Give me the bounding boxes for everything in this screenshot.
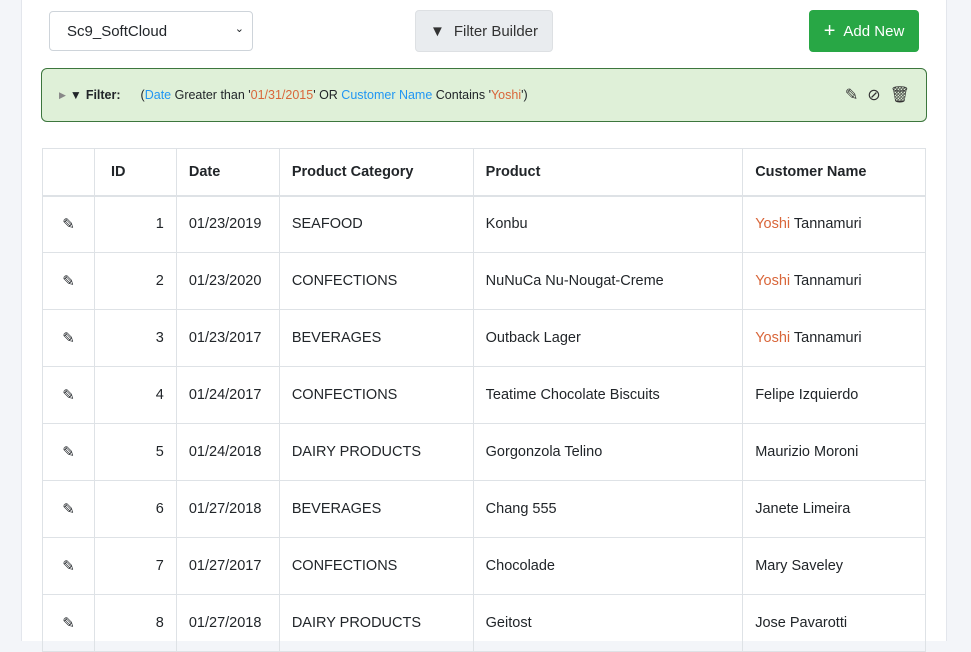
filter-label: Filter:: [85, 88, 121, 102]
cell-date: 01/24/2017: [175, 366, 280, 424]
cell-category: CONFECTIONS: [278, 537, 474, 595]
row-edit-icon[interactable]: ✎: [42, 537, 95, 595]
cell-category: CONFECTIONS: [278, 366, 474, 424]
column-header[interactable]: [42, 148, 95, 197]
cell-product: Teatime Chocolate Biscuits: [472, 366, 744, 424]
add-new-button[interactable]: + Add New: [809, 10, 919, 52]
cell-date: 01/23/2020: [175, 252, 280, 310]
table-row: ✎ 2 01/23/2020 CONFECTIONS NuNuCa Nu-Nou…: [42, 252, 926, 310]
disable-filter-icon[interactable]: ⊘: [867, 87, 881, 104]
cell-id: 6: [93, 480, 177, 538]
cell-customer: Mary Saveley: [742, 537, 926, 595]
cell-customer: Maurizio Moroni: [742, 423, 926, 481]
cell-id: 3: [93, 309, 177, 367]
cell-customer: Janete Limeira: [742, 480, 926, 538]
cell-category: BEVERAGES: [278, 309, 474, 367]
row-edit-icon[interactable]: ✎: [42, 195, 95, 253]
plus-icon: +: [823, 19, 836, 42]
cell-date: 01/27/2018: [175, 480, 280, 538]
cell-product: Konbu: [472, 195, 744, 253]
trash-icon[interactable]: 🗑: [889, 87, 910, 104]
funnel-icon: ▼: [69, 88, 82, 102]
table-row: ✎ 4 01/24/2017 CONFECTIONS Teatime Choco…: [42, 366, 926, 424]
cell-category: DAIRY PRODUCTS: [278, 423, 474, 481]
row-edit-icon[interactable]: ✎: [42, 366, 95, 424]
expand-triangle-icon[interactable]: ▶: [59, 89, 66, 100]
cell-date: 01/23/2017: [175, 309, 280, 367]
add-new-label: Add New: [843, 22, 905, 40]
cell-product: Outback Lager: [472, 309, 744, 367]
filter-bar: ▶ ▼ Filter: (Date Greater than '01/31/20…: [41, 68, 927, 122]
table-row: ✎ 1 01/23/2019 SEAFOOD Konbu Yoshi Tanna…: [42, 195, 926, 253]
cell-customer: Jose Pavarotti: [742, 594, 926, 652]
cell-date: 01/27/2017: [175, 537, 280, 595]
funnel-icon: ▼: [429, 22, 445, 40]
table-row: ✎ 7 01/27/2017 CONFECTIONS Chocolade Mar…: [42, 537, 926, 595]
cell-product: Chocolade: [472, 537, 744, 595]
cell-category: SEAFOOD: [278, 195, 474, 253]
cell-customer: Yoshi Tannamuri: [742, 195, 926, 253]
table-row: ✎ 5 01/24/2018 DAIRY PRODUCTS Gorgonzola…: [42, 423, 926, 481]
cell-customer: Yoshi Tannamuri: [742, 309, 926, 367]
cell-id: 8: [93, 594, 177, 652]
row-edit-icon[interactable]: ✎: [42, 423, 95, 481]
row-edit-icon[interactable]: ✎: [42, 594, 95, 652]
cell-id: 7: [93, 537, 177, 595]
cell-id: 5: [93, 423, 177, 481]
cell-date: 01/24/2018: [175, 423, 280, 481]
filter-builder-button[interactable]: ▼ Filter Builder: [415, 10, 553, 52]
cell-product: NuNuCa Nu-Nougat-Creme: [472, 252, 744, 310]
column-header[interactable]: Product: [472, 148, 744, 197]
cell-id: 1: [93, 195, 177, 253]
cell-customer: Felipe Izquierdo: [742, 366, 926, 424]
table-row: ✎ 6 01/27/2018 BEVERAGES Chang 555 Janet…: [42, 480, 926, 538]
column-header[interactable]: Date: [175, 148, 280, 197]
cell-id: 4: [93, 366, 177, 424]
filter-expression[interactable]: (Date Greater than '01/31/2015' OR Custo…: [140, 88, 528, 102]
row-edit-icon[interactable]: ✎: [42, 480, 95, 538]
table-row: ✎ 3 01/23/2017 BEVERAGES Outback Lager Y…: [42, 309, 926, 367]
cell-category: CONFECTIONS: [278, 252, 474, 310]
row-edit-icon[interactable]: ✎: [42, 309, 95, 367]
cell-category: DAIRY PRODUCTS: [278, 594, 474, 652]
cell-category: BEVERAGES: [278, 480, 474, 538]
cell-product: Chang 555: [472, 480, 744, 538]
database-select[interactable]: Sc9_SoftCloud ⌄: [49, 11, 253, 51]
cell-date: 01/27/2018: [175, 594, 280, 652]
cell-product: Gorgonzola Telino: [472, 423, 744, 481]
column-header[interactable]: Customer Name: [742, 148, 926, 197]
cell-id: 2: [93, 252, 177, 310]
edit-filter-icon[interactable]: ✎: [844, 87, 859, 104]
chevron-down-icon: ⌄: [234, 23, 244, 35]
data-grid: ID Date Product Category Product Customer Na…: [42, 148, 926, 652]
column-header[interactable]: Product Category: [278, 148, 474, 197]
filter-builder-label: Filter Builder: [453, 22, 539, 40]
cell-date: 01/23/2019: [175, 195, 280, 253]
row-edit-icon[interactable]: ✎: [42, 252, 95, 310]
table-row: ✎ 8 01/27/2018 DAIRY PRODUCTS Geitost Jo…: [42, 594, 926, 652]
cell-product: Geitost: [472, 594, 744, 652]
select-value: Sc9_SoftCloud: [67, 22, 168, 40]
cell-customer: Yoshi Tannamuri: [742, 252, 926, 310]
column-header[interactable]: ID: [93, 148, 177, 197]
